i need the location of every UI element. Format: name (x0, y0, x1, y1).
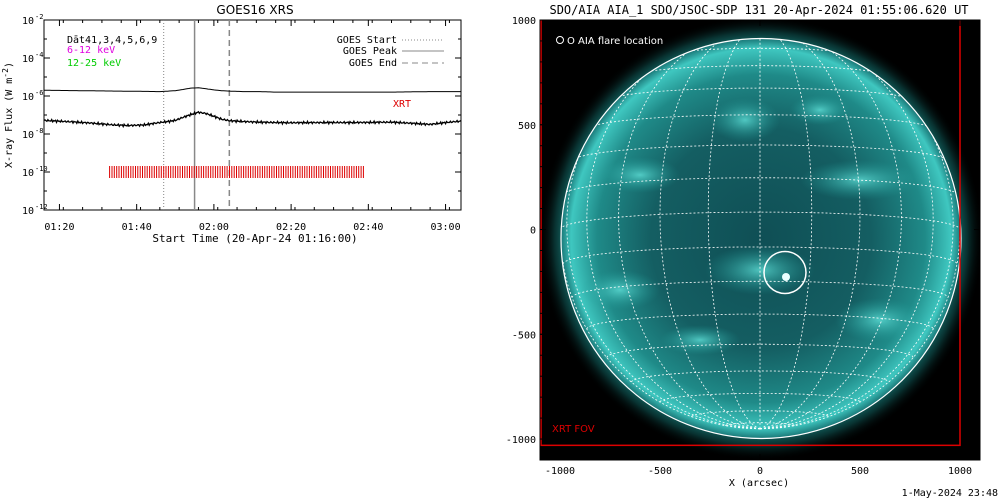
y-tick-label: 10 (22, 206, 34, 217)
aia-x-tick-label: -500 (648, 466, 672, 477)
latitude-line (586, 114, 934, 130)
aia-y-tick-label: 0 (530, 226, 536, 237)
aia-x-tick-label: 500 (851, 466, 869, 477)
aia-x-tick-label: 1000 (948, 466, 972, 477)
goes-x-axis-label: Start Time (20-Apr-24 01:16:00) (152, 232, 357, 245)
aia-y-tick-label: -1000 (506, 435, 536, 446)
active-region-feature (705, 245, 815, 295)
aia-x-tick-label: 0 (757, 466, 763, 477)
flare-location-circle (763, 250, 807, 295)
y-tick-label: 10 (22, 130, 34, 141)
aia-image: O AIA flare location XRT FOV (540, 20, 980, 460)
solar-disk (561, 38, 961, 439)
latitude-line (571, 280, 949, 298)
legend-6-12kev: 6-12 keV (67, 45, 115, 56)
latitude-line (571, 144, 949, 161)
goes-short-channel-line (43, 110, 462, 129)
y-tick-exponent: -4 (35, 51, 43, 59)
xrt-fov-box (540, 20, 961, 447)
legend-goes-end: GOES End (349, 58, 397, 69)
active-region-feature (710, 98, 780, 142)
x-tick-label: 01:20 (44, 222, 74, 233)
flare-bright-point (782, 273, 790, 281)
aia-y-tick-label: 1000 (512, 16, 536, 27)
active-region-feature (600, 157, 680, 193)
goes-y-label-main: X-ray Flux (W m (4, 78, 15, 168)
xrt-observation-bars (109, 166, 364, 178)
goes-long-channel-line (44, 87, 461, 93)
legend-goes-start: GOES Start (337, 35, 397, 46)
footer-timestamp: 1-May-2024 23:48 (902, 488, 998, 499)
legend-circle-icon (556, 36, 564, 44)
y-tick-label: 10 (22, 16, 34, 27)
x-tick-label: 02:00 (199, 222, 229, 233)
legend-goes-peak: GOES Peak (343, 46, 397, 57)
legend-detectors: Dāt41,3,4,5,6,9 (67, 35, 157, 46)
active-region-feature (580, 270, 660, 310)
active-region-feature (660, 325, 740, 355)
latitude-line (606, 343, 914, 358)
aia-legend: O AIA flare location (567, 36, 663, 47)
goes-title: GOES16 XRS (216, 3, 293, 17)
y-tick-label: 10 (22, 54, 34, 65)
active-region-feature (800, 160, 920, 200)
goes-markers (163, 20, 231, 210)
y-tick-exponent: -12 (35, 203, 48, 211)
goes-y-axis-label: X-ray Flux (W m-2) (1, 62, 15, 168)
goes-y-label-close: ) (4, 62, 15, 68)
legend-12-25kev: 12-25 keV (67, 58, 121, 69)
goes-y-label-sup: -2 (1, 68, 10, 78)
y-tick-label: 10 (22, 168, 34, 179)
x-tick-label: 01:40 (122, 222, 152, 233)
xrt-fov-label: XRT FOV (552, 424, 595, 435)
latitude-line (631, 65, 889, 77)
y-tick-exponent: -2 (35, 13, 43, 21)
longitude-line (759, 229, 961, 430)
latitude-line (724, 422, 796, 426)
xrt-label: XRT (393, 99, 411, 110)
x-tick-label: 03:00 (431, 222, 461, 233)
y-tick-exponent: -6 (35, 89, 43, 97)
goes-series (43, 87, 462, 129)
y-tick-exponent: -10 (35, 165, 48, 173)
aia-axes: -1000 -500 0 500 1000 1000 500 0 -500 -1000 (506, 16, 980, 477)
aia-x-tick-label: -1000 (545, 466, 575, 477)
solar-limb (560, 37, 962, 440)
active-region-feature (835, 298, 925, 342)
longitude-line (659, 38, 761, 430)
solar-features (580, 95, 925, 355)
x-tick-label: 02:40 (353, 222, 383, 233)
y-tick-label: 10 (22, 92, 34, 103)
aia-y-tick-label: -500 (512, 330, 536, 341)
aia-x-axis-label: X (arcsec) (729, 478, 789, 489)
latitude-line (562, 246, 958, 265)
aia-y-tick-label: 500 (518, 121, 536, 132)
goes-axes: 01:20 01:40 02:00 02:20 02:40 03:0010-1210-10… (22, 13, 461, 233)
y-tick-exponent: -8 (35, 127, 43, 135)
aia-title: SDO/AIA AIA_1 SDO/JSOC-SDP 131 20-Apr-20… (549, 3, 968, 17)
x-tick-label: 02:20 (276, 222, 306, 233)
longitude-line (561, 229, 761, 430)
longitude-line (759, 38, 861, 430)
goes-panel: GOES16 XRS 01:20 01:40 02:00 02:20 02:40 03:0… (1, 3, 462, 245)
aia-panel: SDO/AIA AIA_1 SDO/JSOC-SDP 131 20-Apr-20… (506, 3, 981, 489)
